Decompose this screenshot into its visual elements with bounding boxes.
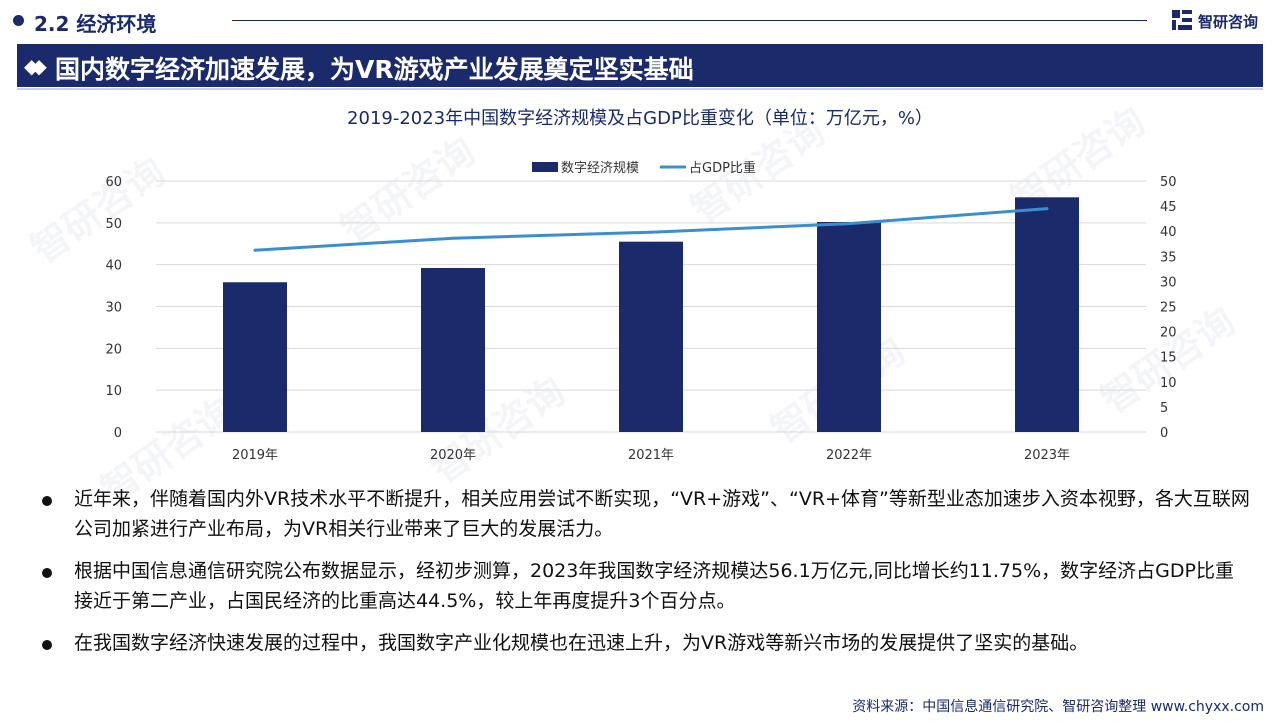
- y-right-tick-label: 35: [1160, 250, 1177, 265]
- y-right-tick-label: 50: [1160, 175, 1177, 190]
- section-header: 2.2 经济环境 智研咨询: [0, 0, 1280, 42]
- y-right-tick-label: 20: [1160, 326, 1177, 341]
- y-right-tick-label: 30: [1160, 275, 1177, 290]
- line-series: [253, 207, 1049, 252]
- source-text: 中国信息通信研究院、智研咨询整理 www.chyxx.com: [922, 699, 1264, 715]
- line-point: [1045, 207, 1049, 211]
- bar: [421, 268, 485, 432]
- y-left-tick-label: 20: [105, 342, 122, 357]
- y-right-tick-label: 15: [1160, 351, 1177, 366]
- section-divider: [232, 20, 1147, 21]
- chart-legend: 数字经济规模 占GDP比重: [532, 160, 756, 176]
- bar: [619, 241, 683, 432]
- y-axis-right: 0 5 10 15 20 25 30 35 40 45 50: [1160, 175, 1177, 441]
- bullet-dot: [42, 640, 52, 650]
- bullet-list: 近年来，伴随着国内外VR技术水平不断提升，相关应用尝试不断实现，“VR+游戏”、…: [40, 484, 1250, 670]
- logo-mark-icon: [1172, 10, 1192, 30]
- y-left-tick-label: 50: [105, 217, 122, 232]
- y-left-tick-label: 40: [105, 259, 122, 274]
- x-axis: 2019年 2020年 2021年 2022年 2023年: [232, 448, 1070, 463]
- line-point: [451, 236, 455, 240]
- chart: 数字经济规模 占GDP比重 0 10 20 30 40 50 60 0 5 10 15 20 25 30 3…: [105, 160, 1177, 463]
- x-tick-label: 2022年: [826, 448, 872, 463]
- y-right-tick-label: 25: [1160, 301, 1177, 316]
- x-tick-label: 2020年: [430, 448, 476, 463]
- legend-swatch-bar: [532, 162, 558, 172]
- bullet-item: 近年来，伴随着国内外VR技术水平不断提升，相关应用尝试不断实现，“VR+游戏”、…: [40, 484, 1250, 544]
- y-right-tick-label: 10: [1160, 376, 1177, 391]
- legend-label: 数字经济规模: [561, 161, 639, 176]
- x-tick-label: 2021年: [628, 448, 674, 463]
- bullet-text: 根据中国信息通信研究院公布数据显示，经初步测算，2023年我国数字经济规模达56…: [74, 560, 1234, 612]
- section-title: 2.2 经济环境: [34, 12, 157, 36]
- y-left-tick-label: 0: [114, 426, 122, 441]
- x-tick-label: 2019年: [232, 448, 278, 463]
- bar-series: [223, 197, 1079, 432]
- chart-title: 2019-2023年中国数字经济规模及占GDP比重变化（单位：万亿元，%）: [347, 108, 933, 129]
- bar: [1015, 197, 1079, 432]
- bullet-item: 根据中国信息通信研究院公布数据显示，经初步测算，2023年我国数字经济规模达56…: [40, 556, 1250, 616]
- bar: [817, 221, 881, 432]
- y-left-tick-label: 60: [105, 175, 122, 190]
- y-right-tick-label: 40: [1160, 225, 1177, 240]
- headline-banner: ◆◆ 国内数字经济加速发展，为VR游戏产业发展奠定坚实基础: [17, 44, 1263, 87]
- y-left-tick-label: 30: [105, 301, 122, 316]
- bullet-text: 近年来，伴随着国内外VR技术水平不断提升，相关应用尝试不断实现，“VR+游戏”、…: [74, 488, 1250, 540]
- x-tick-label: 2023年: [1024, 448, 1070, 463]
- bullet-dot: [42, 496, 52, 506]
- bar: [223, 282, 287, 432]
- section-dot: [13, 15, 24, 26]
- bullet-dot: [42, 568, 52, 578]
- line-point: [649, 230, 653, 234]
- source-label: 资料来源：: [852, 699, 923, 715]
- headline-text: 国内数字经济加速发展，为VR游戏产业发展奠定坚实基础: [55, 55, 694, 84]
- bullet-item: 在我国数字经济快速发展的过程中，我国数字产业化规模也在迅速上升，为VR游戏等新兴…: [40, 628, 1250, 658]
- line-point: [847, 222, 851, 226]
- bullet-text: 在我国数字经济快速发展的过程中，我国数字产业化规模也在迅速上升，为VR游戏等新兴…: [74, 632, 1089, 654]
- y-axis-left: 0 10 20 30 40 50 60: [105, 175, 122, 441]
- y-left-tick-label: 10: [105, 384, 122, 399]
- legend-label: 占GDP比重: [689, 160, 756, 176]
- y-right-tick-label: 5: [1160, 401, 1168, 416]
- double-diamond-icon: ◆◆: [24, 54, 47, 78]
- source-note: 资料来源：中国信息通信研究院、智研咨询整理 www.chyxx.com: [852, 696, 1264, 716]
- line-point: [253, 248, 257, 252]
- banner-underline: [17, 88, 1263, 90]
- y-right-tick-label: 45: [1160, 200, 1177, 215]
- y-right-tick-label: 0: [1160, 426, 1168, 441]
- logo-text: 智研咨询: [1198, 13, 1259, 31]
